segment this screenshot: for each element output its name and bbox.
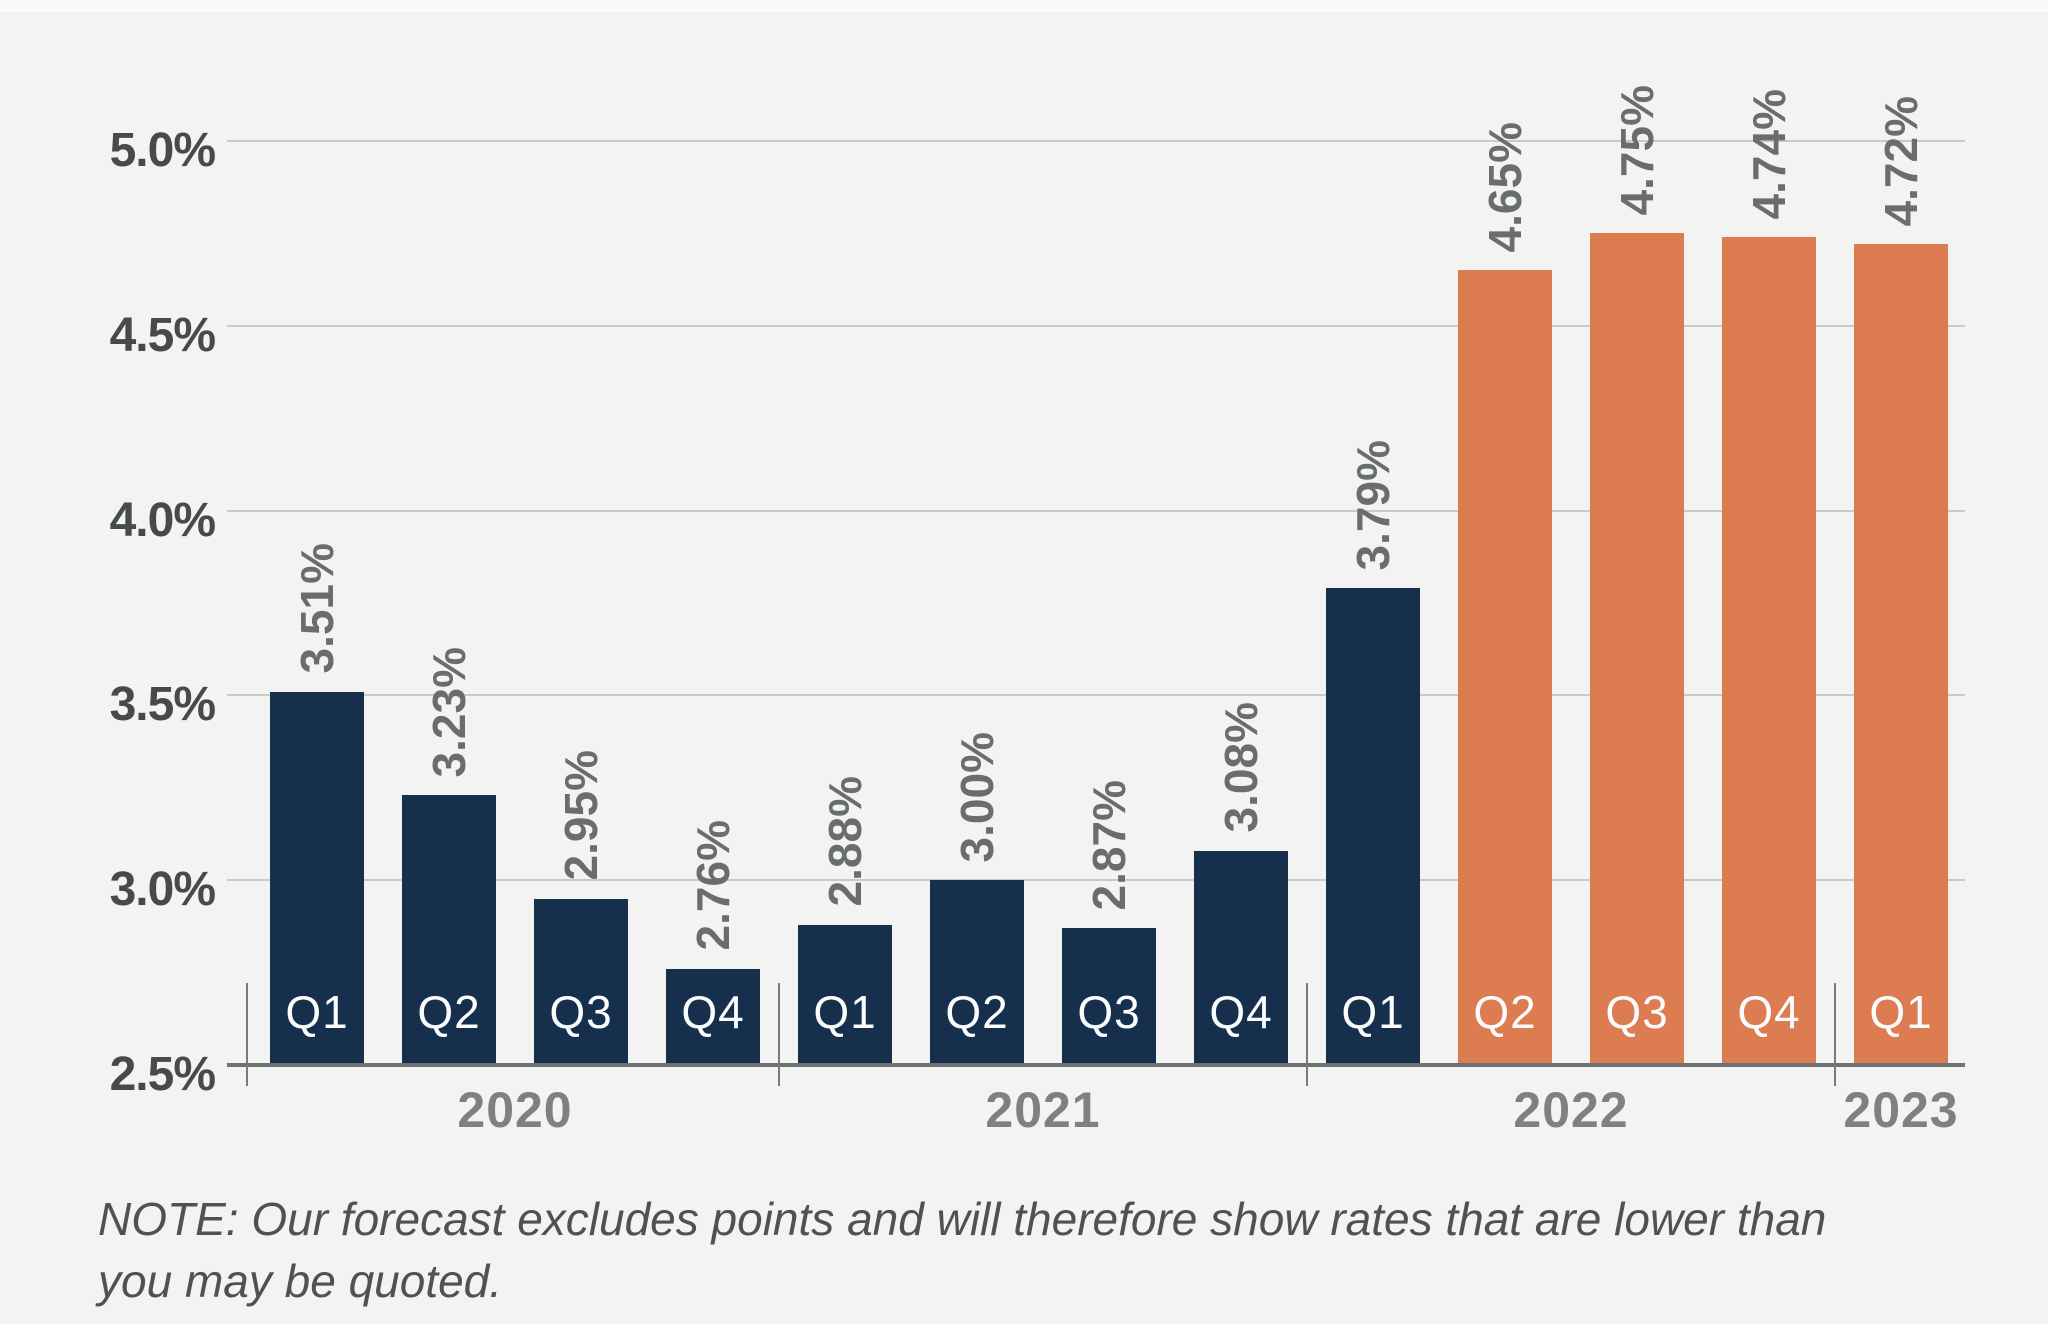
bar-value-label: 3.51% (291, 543, 343, 674)
bar-quarter-label: Q4 (1737, 985, 1801, 1038)
bar-value-label: 3.79% (1347, 439, 1399, 571)
bar-value-label: 2.87% (1083, 779, 1135, 911)
bar-quarter-label: Q3 (1605, 985, 1669, 1038)
bar-value-label: 3.23% (423, 646, 475, 778)
bar-2020-Q2: Q2 3.23% (402, 647, 496, 1065)
bar-value-label: 4.65% (1479, 121, 1531, 253)
bar-2021-Q4: Q4 3.08% (1194, 702, 1288, 1065)
bar-value-label: 4.72% (1875, 96, 1927, 227)
bar-quarter-label: Q4 (1209, 985, 1273, 1038)
y-axis-tick-label: 4.0% (109, 493, 216, 547)
bar-quarter-label: Q1 (1341, 985, 1405, 1038)
year-separator-tick (778, 983, 780, 1086)
y-axis-tick-label: 3.5% (109, 678, 216, 732)
chart-note-line-1: NOTE: Our forecast excludes points and w… (98, 1193, 1827, 1245)
gridline-4.0% (227, 509, 1965, 512)
bar-quarter-label: Q4 (681, 985, 745, 1038)
year-label-2020: 2020 (457, 1082, 573, 1138)
gridline-3.0% (227, 879, 1965, 882)
bar-2020-Q4: Q4 2.76% (666, 820, 760, 1065)
gridline-5.0% (227, 140, 1965, 142)
y-axis-tick-label: 5.0% (109, 124, 216, 177)
y-axis-tick-label: 4.5% (109, 308, 216, 362)
bar-quarter-label: Q2 (945, 985, 1009, 1038)
chart-note-line-2: you may be quoted. (98, 1255, 503, 1307)
bar-quarter-label: Q2 (417, 985, 481, 1038)
bar-quarter-label: Q3 (549, 985, 613, 1038)
bar-value-label: 2.95% (555, 750, 607, 881)
bar-value-label: 2.88% (819, 776, 871, 907)
bar-2022-Q4: Q4 4.74% (1722, 89, 1816, 1065)
x-axis-line (227, 1063, 1965, 1067)
gridline-3.5% (227, 694, 1965, 697)
year-label-2023: 2023 (1843, 1082, 1959, 1138)
bar-value-label: 4.75% (1611, 84, 1663, 216)
bar-2022-Q3: Q3 4.75% (1590, 85, 1684, 1065)
bar-2021-Q3: Q3 2.87% (1062, 780, 1156, 1065)
bar-quarter-label: Q1 (1869, 985, 1933, 1038)
bar-value-label: 3.08% (1215, 702, 1267, 833)
bar-2021-Q1: Q1 2.88% (798, 776, 892, 1065)
year-separator-tick (1834, 983, 1836, 1086)
year-separator-tick (1306, 983, 1308, 1086)
bar-2022-Q2: Q2 4.65% (1458, 122, 1552, 1065)
bar-2023-Q1: Q1 4.72% (1854, 96, 1948, 1065)
year-label-2021: 2021 (985, 1082, 1101, 1138)
year-label-2022: 2022 (1513, 1082, 1629, 1138)
bar-2020-Q1: Q1 3.51% (270, 543, 364, 1065)
bar-quarter-label: Q2 (1473, 985, 1537, 1038)
bar-value-label: 3.00% (951, 731, 1003, 863)
bar-value-label: 4.74% (1743, 88, 1795, 220)
y-axis-tick-label: 3.0% (109, 863, 216, 917)
bar-value-label: 2.76% (687, 820, 739, 951)
bar-2022-Q1: Q1 3.79% (1326, 440, 1420, 1065)
bar-2020-Q3: Q3 2.95% (534, 750, 628, 1065)
bar-quarter-label: Q1 (813, 985, 877, 1038)
y-axis-tick-label: 2.5% (109, 1048, 216, 1101)
bar-quarter-label: Q1 (285, 985, 349, 1038)
year-separator-tick (246, 983, 248, 1086)
bar-quarter-label: Q3 (1077, 985, 1141, 1038)
top-edge-strip (0, 0, 2048, 12)
gridline-4.5% (227, 324, 1965, 327)
bar-2021-Q2: Q2 3.00% (930, 732, 1024, 1065)
chart-note: NOTE: Our forecast excludes points and w… (98, 1188, 1826, 1312)
